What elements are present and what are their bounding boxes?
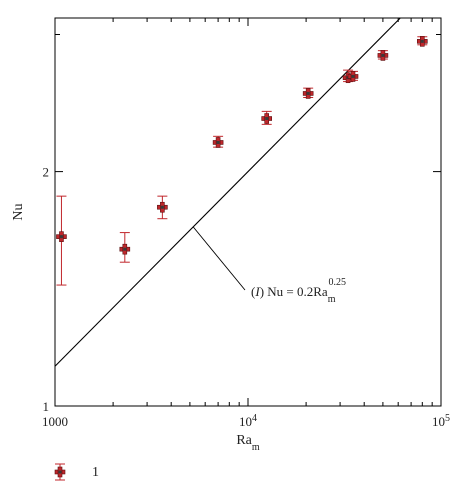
data-point	[261, 110, 273, 125]
marker-core	[216, 140, 220, 144]
y-tick-label: 2	[43, 165, 50, 180]
marker-core	[306, 91, 310, 95]
data-point	[56, 195, 67, 286]
data-points	[56, 36, 428, 286]
legend-marker-shape-core	[58, 470, 62, 474]
data-point	[377, 50, 389, 61]
legend-marker	[54, 463, 66, 481]
marker-core	[123, 247, 127, 251]
x-tick-label: 104	[239, 413, 257, 430]
x-axis-label: Ram	[236, 433, 260, 453]
data-point	[416, 36, 428, 47]
marker-core	[59, 235, 63, 239]
fit-line-group: (I) Nu = 0.2Ram0.25	[54, 17, 401, 367]
marker-core	[160, 205, 164, 209]
data-point	[302, 87, 314, 99]
x-tick-label: 105	[432, 413, 450, 430]
marker-core	[381, 53, 385, 57]
fit-line	[54, 17, 401, 367]
x-tick-label: 1000	[42, 414, 68, 429]
y-tick-label: 1	[43, 399, 50, 414]
marker-core	[351, 74, 355, 78]
legend-label-1: 1	[92, 465, 99, 480]
fit-label-leader	[192, 226, 246, 291]
axis-ticks: 1000 104 105 1 2	[42, 18, 450, 429]
fit-line-label: (I) Nu = 0.2Ram0.25	[251, 277, 346, 305]
data-point	[212, 135, 224, 148]
y-axis-label: Nu	[11, 203, 26, 220]
data-point	[157, 195, 168, 220]
legend: 1	[54, 463, 99, 481]
marker-core	[265, 117, 269, 121]
data-point	[347, 70, 359, 82]
marker-core	[420, 39, 424, 43]
data-point	[119, 232, 131, 263]
plot-frame	[54, 17, 442, 407]
